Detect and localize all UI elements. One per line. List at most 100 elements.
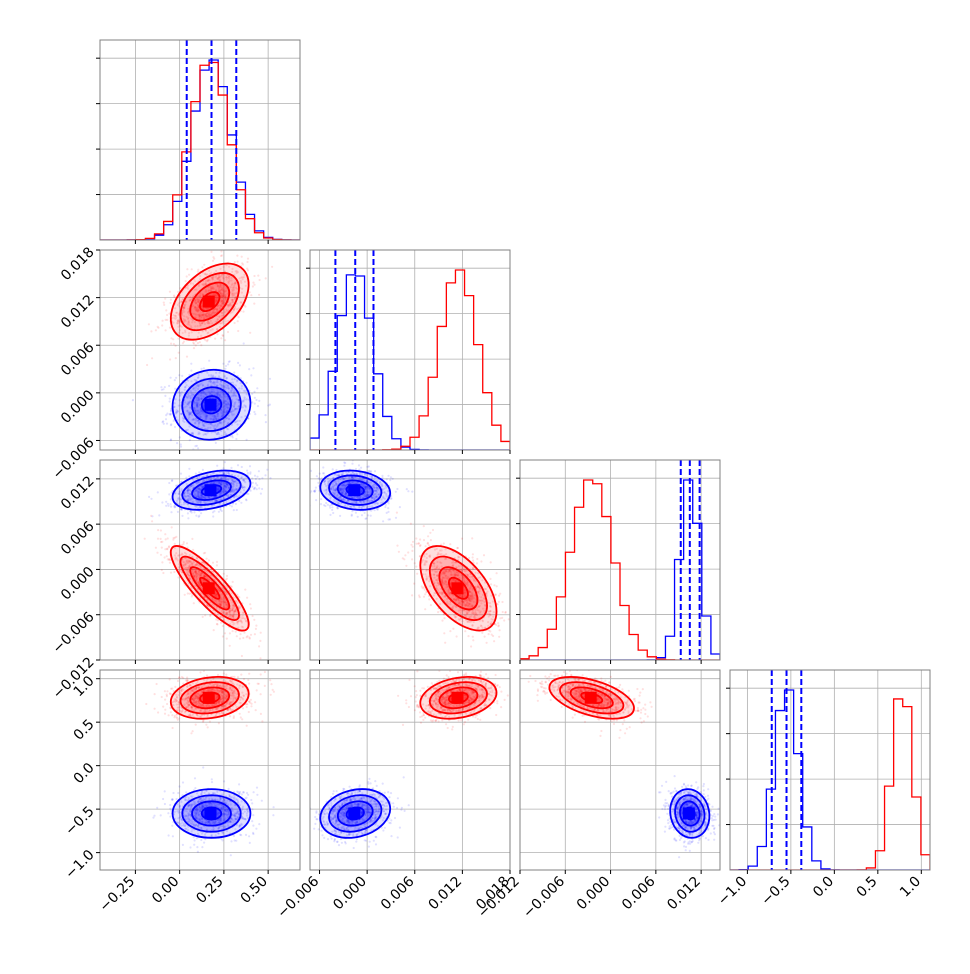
scatter-point	[236, 433, 238, 435]
scatter-point	[212, 256, 214, 258]
scatter-point	[361, 514, 363, 516]
scatter-point	[230, 247, 232, 249]
scatter-point	[243, 342, 245, 344]
scatter-point	[331, 509, 333, 511]
scatter-point	[424, 608, 426, 610]
scatter-point	[360, 467, 362, 469]
scatter-point	[322, 472, 324, 474]
scatter-point	[167, 503, 169, 505]
scatter-point	[418, 594, 420, 596]
scatter-point	[170, 511, 172, 513]
scatter-point	[167, 537, 169, 539]
scatter-point	[195, 473, 197, 475]
scatter-point	[161, 389, 163, 391]
scatter-point	[163, 423, 165, 425]
scatter-point	[255, 628, 257, 630]
scatter-point	[228, 453, 230, 455]
scatter-point	[395, 491, 397, 493]
scatter-point	[229, 504, 231, 506]
scatter-point	[258, 400, 260, 402]
scatter-point	[407, 490, 409, 492]
scatter-point	[264, 414, 266, 416]
scatter-point	[490, 561, 492, 563]
scatter-point	[256, 387, 258, 389]
scatter-point	[255, 482, 257, 484]
scatter-point	[239, 633, 241, 635]
scatter-point	[150, 515, 152, 517]
scatter-point	[183, 541, 185, 543]
scatter-point	[259, 657, 261, 659]
scatter-point	[222, 625, 224, 627]
scatter-point	[327, 504, 329, 506]
scatter-point	[216, 564, 218, 566]
scatter-point	[258, 487, 260, 489]
scatter-point	[164, 556, 166, 558]
scatter-point	[194, 445, 196, 447]
scatter-point	[332, 512, 334, 514]
scatter-point	[449, 543, 451, 545]
scatter-point	[256, 488, 258, 490]
panel-content	[291, 459, 516, 660]
scatter-point	[331, 504, 333, 506]
scatter-point	[251, 393, 253, 395]
scatter-point	[411, 594, 413, 596]
hist-blue-p2	[310, 275, 510, 450]
scatter-point	[200, 512, 202, 514]
scatter-point	[203, 367, 205, 369]
density-peak-blue	[205, 484, 217, 496]
scatter-point	[389, 479, 391, 481]
scatter-point	[357, 516, 359, 518]
scatter-point	[167, 505, 169, 507]
scatter-point	[237, 455, 239, 457]
scatter-point	[316, 475, 318, 477]
scatter-point	[170, 439, 172, 441]
scatter-point	[165, 505, 167, 507]
scatter-point	[266, 469, 268, 471]
scatter-point	[174, 379, 176, 381]
scatter-point	[207, 339, 209, 341]
scatter-point	[193, 343, 195, 345]
scatter-point	[224, 368, 226, 370]
scatter-point	[160, 538, 162, 540]
scatter-point	[259, 640, 261, 642]
scatter-point	[239, 364, 241, 366]
scatter-point	[224, 632, 226, 634]
scatter-point	[162, 572, 164, 574]
scatter-point	[192, 549, 194, 551]
scatter-point	[388, 502, 390, 504]
scatter-point	[219, 508, 221, 510]
scatter-point	[370, 515, 372, 517]
scatter-point	[255, 399, 257, 401]
scatter-point	[193, 347, 195, 349]
scatter-point	[161, 324, 163, 326]
scatter-point	[343, 465, 345, 467]
scatter-point	[337, 507, 339, 509]
scatter-point	[173, 296, 175, 298]
scatter-point	[220, 250, 222, 252]
scatter-point	[365, 517, 367, 519]
scatter-point	[237, 362, 239, 364]
scatter-point	[320, 498, 322, 500]
panel-content	[100, 245, 300, 480]
scatter-point	[339, 515, 341, 517]
scatter-point	[189, 593, 191, 595]
scatter-point	[212, 515, 214, 517]
scatter-point	[197, 342, 199, 344]
scatter-point	[387, 507, 389, 509]
scatter-point	[181, 515, 183, 517]
scatter-point	[168, 385, 170, 387]
scatter-point	[246, 470, 248, 472]
scatter-point	[166, 319, 168, 321]
scatter-point	[146, 364, 148, 366]
scatter-point	[250, 634, 252, 636]
panel-frame	[310, 250, 510, 450]
scatter-point	[168, 545, 170, 547]
scatter-point	[164, 533, 166, 535]
scatter-point	[169, 358, 171, 360]
scatter-point	[257, 275, 259, 277]
scatter-point	[144, 538, 146, 540]
scatter-point	[441, 620, 443, 622]
scatter-point	[260, 632, 262, 634]
scatter-point	[176, 442, 178, 444]
scatter-point	[214, 338, 216, 340]
